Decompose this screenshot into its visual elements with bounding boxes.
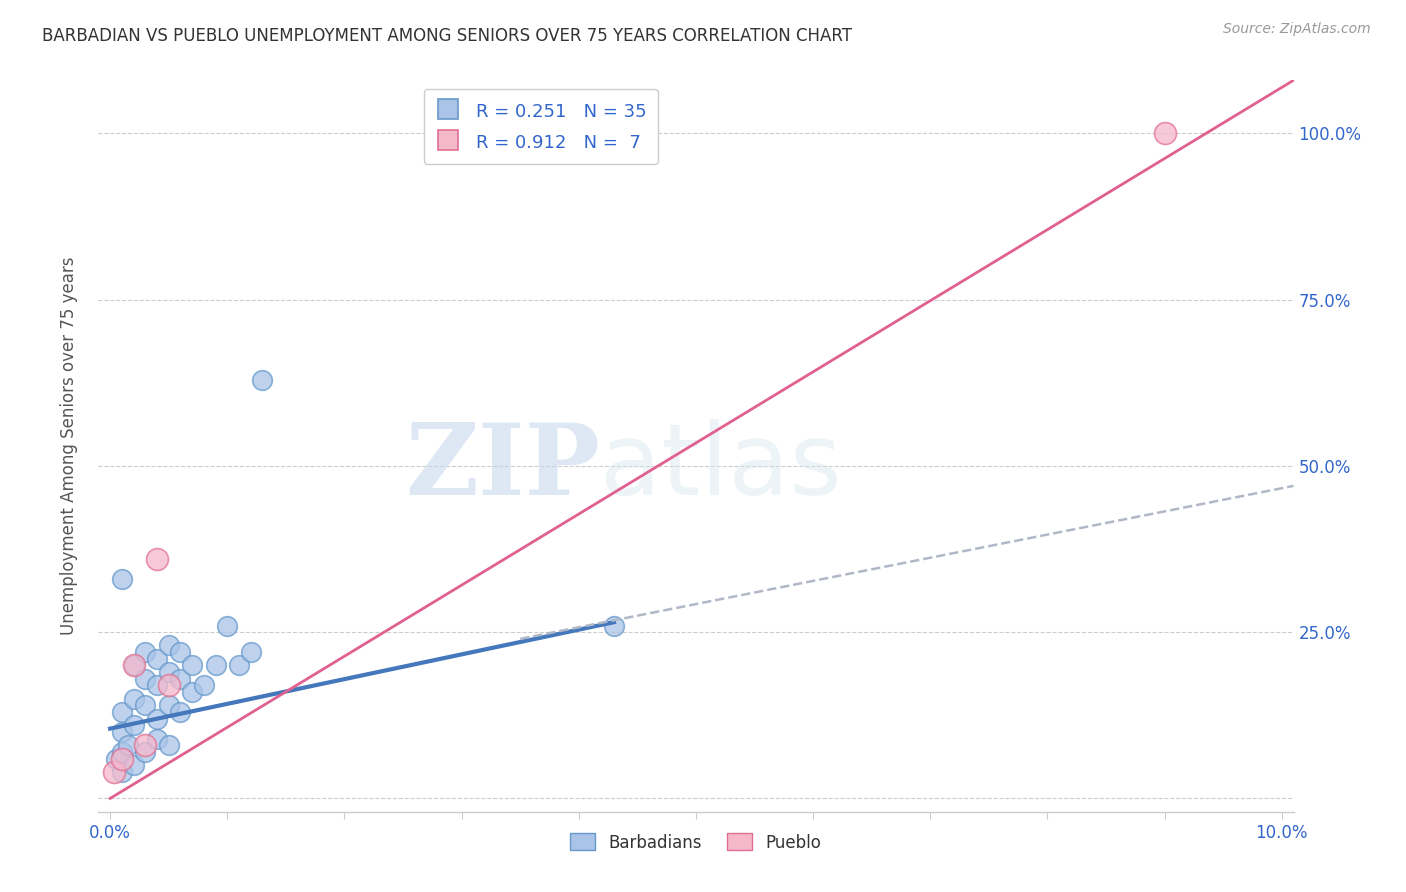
Point <box>146 552 169 566</box>
Point <box>122 691 145 706</box>
Point <box>169 672 191 686</box>
Point <box>117 738 139 752</box>
Point <box>181 685 204 699</box>
Point <box>111 764 134 779</box>
Y-axis label: Unemployment Among Seniors over 75 years: Unemployment Among Seniors over 75 years <box>59 257 77 635</box>
Point <box>111 725 134 739</box>
Point <box>122 758 145 772</box>
Point <box>105 751 128 765</box>
Point <box>134 672 156 686</box>
Point <box>1153 127 1175 141</box>
Point <box>217 618 239 632</box>
Point <box>146 731 169 746</box>
Point <box>146 678 169 692</box>
Point <box>169 705 191 719</box>
Point <box>122 658 145 673</box>
Point <box>134 745 156 759</box>
Point <box>157 678 180 692</box>
Point <box>134 698 156 713</box>
Point <box>103 764 125 779</box>
Point <box>146 652 169 666</box>
Point <box>193 678 215 692</box>
Point <box>169 645 191 659</box>
Point <box>603 618 626 632</box>
Point <box>111 751 134 765</box>
Point <box>181 658 204 673</box>
Text: BARBADIAN VS PUEBLO UNEMPLOYMENT AMONG SENIORS OVER 75 YEARS CORRELATION CHART: BARBADIAN VS PUEBLO UNEMPLOYMENT AMONG S… <box>42 27 852 45</box>
Text: Source: ZipAtlas.com: Source: ZipAtlas.com <box>1223 22 1371 37</box>
Point <box>157 639 180 653</box>
Point <box>146 712 169 726</box>
Point <box>122 718 145 732</box>
Point <box>111 745 134 759</box>
Point <box>111 705 134 719</box>
Legend: Barbadians, Pueblo: Barbadians, Pueblo <box>564 827 828 858</box>
Point <box>252 372 274 386</box>
Text: ZIP: ZIP <box>405 419 600 516</box>
Point <box>134 645 156 659</box>
Point <box>239 645 262 659</box>
Point <box>157 665 180 679</box>
Point <box>157 698 180 713</box>
Point <box>204 658 226 673</box>
Point <box>122 658 145 673</box>
Point <box>228 658 250 673</box>
Point <box>111 572 134 586</box>
Point <box>157 738 180 752</box>
Point <box>134 738 156 752</box>
Text: atlas: atlas <box>600 419 842 516</box>
